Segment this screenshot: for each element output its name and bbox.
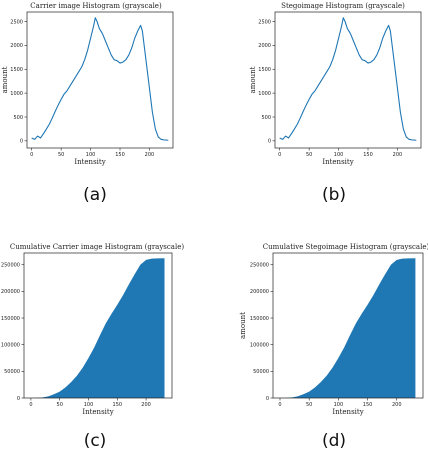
cumulative-stego-ytick-label: 100000 <box>250 342 269 348</box>
cumulative-stego-xlabel: Intensity <box>332 408 363 416</box>
stego-histogram-xtick-label: 200 <box>393 152 403 158</box>
carrier-histogram-ytick-label: 2000 <box>10 43 23 49</box>
cumulative-stego-axes-frame <box>272 252 424 399</box>
carrier-histogram-ytick-label: 2500 <box>10 19 23 25</box>
cumulative-stego-xtick-label: 50 <box>306 402 312 408</box>
cumulative-carrier-axes-frame <box>23 252 173 399</box>
cumulative-carrier-xtick-label: 50 <box>57 402 63 408</box>
stego-histogram-ylabel: amount <box>249 66 257 93</box>
cumulative-carrier-xtick-label: 0 <box>29 402 32 408</box>
stego-histogram-ytick-label: 1000 <box>258 91 271 97</box>
carrier-histogram-xtick-label: 200 <box>145 152 155 158</box>
cumulative-stego-xtick-label: 100 <box>334 402 344 408</box>
carrier-histogram-ytick-label: 1000 <box>10 91 23 97</box>
stego-histogram-caption: (b) <box>322 185 346 205</box>
cumulative-stego-ytick-label: 250000 <box>250 263 269 269</box>
stego-histogram-line <box>279 17 417 141</box>
cumulative-stego-xtick-label: 200 <box>392 402 402 408</box>
carrier-histogram-xtick-label: 0 <box>30 152 33 158</box>
cumulative-carrier-ytick-label: 50000 <box>4 369 20 375</box>
cumulative-stego-ytick-label: 150000 <box>250 316 269 322</box>
carrier-histogram-xtick-label: 100 <box>86 152 96 158</box>
cumulative-stego-title: Cumulative Stegoimage Histogram (graysca… <box>263 243 428 251</box>
stego-histogram-xtick-label: 50 <box>306 152 312 158</box>
carrier-histogram-ytick-label: 1500 <box>10 67 23 73</box>
carrier-histogram-xlabel: Intensity <box>74 158 105 166</box>
stego-histogram-axes-frame <box>274 11 422 149</box>
carrier-histogram-xtick-label: 150 <box>115 152 125 158</box>
stego-histogram-ytick-label: 2000 <box>258 43 271 49</box>
cumulative-stego-ytick-label: 200000 <box>250 289 269 295</box>
carrier-histogram-ylabel: amount <box>1 66 9 93</box>
cumulative-stego-ylabel: amount <box>239 312 247 339</box>
cumulative-stego-ytick-label: 0 <box>266 396 269 402</box>
stego-histogram-title: Stegoimage Histogram (grayscale) <box>281 2 405 10</box>
cumulative-stego-ytick-label: 50000 <box>253 369 269 375</box>
carrier-histogram-caption: (a) <box>83 185 107 205</box>
cumulative-carrier-ytick-label: 250000 <box>1 263 20 269</box>
stego-histogram-ytick-label: 1500 <box>258 67 271 73</box>
cumulative-carrier-xtick-label: 150 <box>113 402 123 408</box>
cumulative-stego-caption: (d) <box>322 431 346 451</box>
carrier-histogram-ytick-label: 500 <box>13 115 23 121</box>
stego-histogram-xtick-label: 0 <box>278 152 281 158</box>
cumulative-carrier-xtick-label: 200 <box>141 402 151 408</box>
stego-histogram-ytick-label: 0 <box>268 139 271 145</box>
carrier-histogram-xtick-label: 50 <box>58 152 64 158</box>
cumulative-stego-xtick-label: 150 <box>363 402 373 408</box>
cumulative-carrier-xtick-label: 100 <box>84 402 94 408</box>
carrier-histogram-axes-frame <box>26 11 174 149</box>
cumulative-carrier-ytick-label: 0 <box>17 396 20 402</box>
cumulative-carrier-ytick-label: 150000 <box>1 316 20 322</box>
cumulative-carrier-caption: (c) <box>84 431 107 451</box>
carrier-histogram-line <box>31 17 169 141</box>
stego-histogram-xlabel: Intensity <box>322 158 353 166</box>
stego-histogram-xtick-label: 100 <box>334 152 344 158</box>
cumulative-carrier-xlabel: Intensity <box>82 408 113 416</box>
cumulative-carrier-ytick-label: 200000 <box>1 289 20 295</box>
cumulative-stego-xtick-label: 0 <box>278 402 281 408</box>
stego-histogram-xtick-label: 150 <box>363 152 373 158</box>
stego-histogram-ytick-label: 2500 <box>258 19 271 25</box>
carrier-histogram-ytick-label: 0 <box>20 139 23 145</box>
stego-histogram-ytick-label: 500 <box>261 115 271 121</box>
carrier-histogram-title: Carrier image Histogram (grayscale) <box>30 2 162 10</box>
cumulative-carrier-title: Cumulative Carrier image Histogram (gray… <box>10 243 184 251</box>
cumulative-carrier-area <box>30 258 165 398</box>
cumulative-carrier-ytick-label: 100000 <box>1 342 20 348</box>
cumulative-stego-area <box>280 258 416 398</box>
